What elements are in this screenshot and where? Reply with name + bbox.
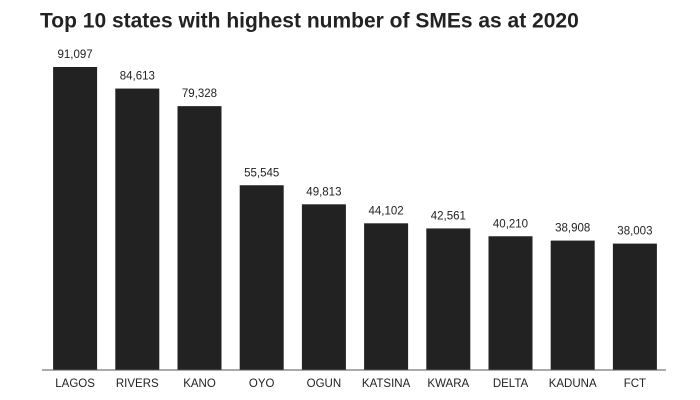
value-label: 38,908 <box>555 223 590 235</box>
bar <box>177 106 222 370</box>
value-label: 44,102 <box>369 205 404 217</box>
bar <box>612 243 657 370</box>
x-tick-label: KATSINA <box>362 378 411 390</box>
value-label: 84,613 <box>120 71 155 83</box>
value-label: 42,561 <box>431 210 466 222</box>
value-label: 91,097 <box>58 49 93 61</box>
x-tick-label: FCT <box>624 378 646 390</box>
bar <box>53 67 98 370</box>
value-label: 79,328 <box>182 88 217 100</box>
bar <box>115 88 160 371</box>
bar <box>550 240 595 370</box>
value-label: 40,210 <box>493 218 528 230</box>
bar <box>364 223 409 370</box>
x-tick-label: LAGOS <box>55 378 95 390</box>
value-label: 49,813 <box>306 186 341 198</box>
bar <box>488 236 533 370</box>
x-tick-label: OGUN <box>307 378 342 390</box>
bar <box>239 185 284 370</box>
x-tick-label: OYO <box>249 378 275 390</box>
x-tick-label: KWARA <box>427 378 469 390</box>
x-tick-label: KANO <box>183 378 216 390</box>
value-label: 55,545 <box>244 167 279 179</box>
bar <box>301 204 346 370</box>
chart-title: Top 10 states with highest number of SME… <box>40 10 579 33</box>
bar <box>426 228 471 370</box>
x-tick-label: DELTA <box>493 378 529 390</box>
x-tick-label: RIVERS <box>116 378 159 390</box>
x-tick-label: KADUNA <box>549 378 597 390</box>
value-label: 38,003 <box>617 226 652 238</box>
